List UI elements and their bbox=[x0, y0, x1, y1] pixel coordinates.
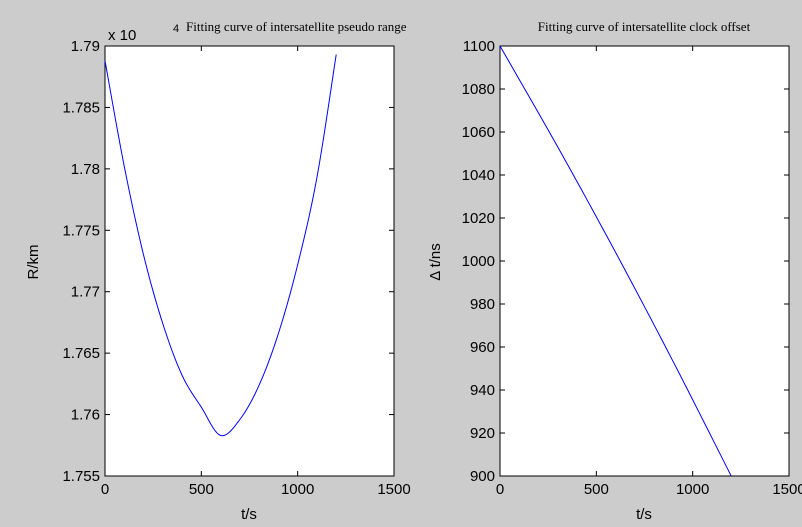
y-tick-label: 900 bbox=[470, 468, 495, 485]
x-tick-label: 500 bbox=[584, 481, 609, 498]
x-tick-label: 500 bbox=[189, 481, 214, 498]
y-tick-label: 1.785 bbox=[62, 99, 100, 116]
x-tick-label: 1000 bbox=[281, 481, 314, 498]
y-axis-label: R/km bbox=[25, 245, 42, 280]
x-axis-label: t/s bbox=[636, 506, 652, 523]
x-axis-label: t/s bbox=[241, 506, 257, 523]
x-tick-label: 1500 bbox=[772, 481, 802, 498]
y-axis-label: Δ t/ns bbox=[427, 243, 444, 281]
y-tick-label: 1.78 bbox=[71, 161, 100, 178]
exponent-power: 4 bbox=[173, 23, 179, 35]
y-tick-label: 1.765 bbox=[62, 345, 100, 362]
x-ticks: 0 500 1000 1500 bbox=[101, 46, 411, 498]
y-tick-label: 1.755 bbox=[62, 468, 100, 485]
plot-area bbox=[104, 45, 395, 477]
chart-title: Fitting curve of intersatellite pseudo r… bbox=[186, 19, 407, 34]
series-line bbox=[104, 54, 337, 437]
y-tick-label: 1.79 bbox=[71, 38, 100, 55]
y-ticks: 1.755 1.76 1.765 1.77 1.775 1.78 1.785 1.79 bbox=[62, 38, 394, 485]
x-tick-label: 0 bbox=[496, 481, 504, 498]
y-tick-label: 940 bbox=[470, 382, 495, 399]
x-ticks: 0 500 1000 1500 bbox=[496, 46, 802, 498]
y-tick-label: 1040 bbox=[462, 167, 495, 184]
y-tick-label: 960 bbox=[470, 339, 495, 356]
y-ticks: 900 920 940 960 980 1000 1020 1040 1060 1080 1100 bbox=[462, 38, 789, 485]
y-tick-label: 1000 bbox=[462, 253, 495, 270]
series-line bbox=[499, 45, 732, 477]
y-tick-label: 980 bbox=[470, 296, 495, 313]
exponent-base: x 10 bbox=[108, 27, 136, 44]
y-tick-label: 920 bbox=[470, 425, 495, 442]
x-tick-label: 0 bbox=[101, 481, 109, 498]
x-tick-label: 1000 bbox=[676, 481, 709, 498]
y-tick-label: 1080 bbox=[462, 81, 495, 98]
pseudo-range-panel: Fitting curve of intersatellite pseudo r… bbox=[25, 19, 411, 523]
y-tick-label: 1060 bbox=[462, 124, 495, 141]
chart-title: Fitting curve of intersatellite clock of… bbox=[538, 19, 751, 34]
y-tick-label: 1100 bbox=[463, 38, 495, 55]
plot-area bbox=[499, 45, 790, 477]
y-tick-label: 1.775 bbox=[62, 222, 100, 239]
y-tick-label: 1.76 bbox=[71, 407, 100, 424]
x-tick-label: 1500 bbox=[377, 481, 410, 498]
y-tick-label: 1020 bbox=[462, 210, 495, 227]
clock-offset-panel: Fitting curve of intersatellite clock of… bbox=[427, 19, 802, 523]
y-tick-label: 1.77 bbox=[71, 284, 100, 301]
